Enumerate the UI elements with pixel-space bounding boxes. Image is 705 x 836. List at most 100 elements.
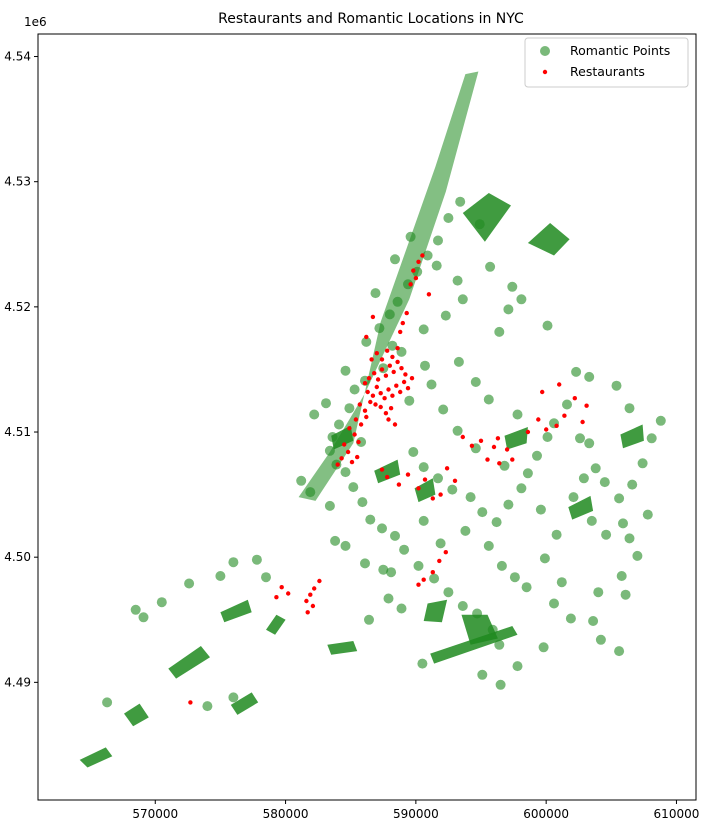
- romantic-point: [390, 530, 400, 541]
- romantic-point: [215, 571, 226, 581]
- romantic-point: [485, 261, 496, 272]
- romantic-point: [551, 529, 562, 540]
- romantic-point: [571, 366, 582, 377]
- romantic-point: [507, 281, 518, 292]
- restaurant-point: [378, 391, 383, 396]
- romantic-point: [334, 419, 344, 430]
- plot-frame: [37, 33, 697, 801]
- romantic-point: [542, 432, 553, 442]
- restaurant-point: [352, 432, 357, 437]
- restaurant-point: [386, 387, 391, 392]
- park-shape: [79, 747, 113, 768]
- restaurant-point: [342, 442, 347, 447]
- restaurant-point: [308, 592, 313, 597]
- restaurant-point: [438, 492, 443, 497]
- romantic-point: [496, 560, 507, 571]
- restaurant-point: [369, 357, 374, 362]
- romantic-point: [348, 482, 359, 493]
- romantic-point: [378, 564, 389, 575]
- romantic-point: [624, 403, 635, 414]
- restaurant-point: [372, 371, 377, 376]
- romantic-point: [377, 523, 387, 534]
- legend: Romantic Points Restaurants: [524, 37, 689, 88]
- romantic-point: [228, 692, 239, 703]
- restaurant-point: [562, 413, 567, 418]
- x-tick-label: 570000: [132, 807, 178, 821]
- romantic-point: [364, 614, 374, 625]
- romantic-point: [491, 517, 502, 528]
- romantic-point: [420, 360, 430, 371]
- romantic-point: [429, 573, 440, 584]
- y-tick-label: 4.54: [4, 50, 31, 64]
- romantic-point: [349, 384, 360, 395]
- romantic-point: [614, 493, 625, 504]
- romantic-point: [261, 572, 271, 583]
- romantic-point: [340, 365, 351, 376]
- romantic-point: [390, 254, 400, 265]
- romantic-point: [620, 589, 631, 600]
- y-tick-label: 4.52: [4, 300, 31, 314]
- y-offset-label: 1e6: [24, 15, 47, 29]
- romantic-point: [357, 497, 368, 508]
- park-shape: [230, 692, 259, 715]
- romantic-point: [535, 504, 546, 515]
- park-shape: [327, 641, 358, 655]
- restaurant-point: [188, 700, 193, 705]
- romantic-point: [503, 499, 514, 510]
- romantic-point: [593, 587, 604, 598]
- romantic-point: [499, 460, 510, 471]
- romantic-point: [509, 572, 520, 583]
- romantic-point: [457, 601, 468, 611]
- park-shape: [527, 223, 570, 256]
- restaurant-point: [387, 363, 392, 368]
- restaurant-point: [355, 454, 360, 460]
- restaurant-point: [405, 472, 411, 477]
- romantic-point: [418, 324, 429, 335]
- restaurant-point: [411, 268, 416, 273]
- parks-layer: [79, 71, 644, 768]
- romantic-point: [590, 463, 601, 474]
- romantic-point: [595, 634, 606, 645]
- restaurant-point: [335, 462, 340, 467]
- romantic-point: [455, 196, 466, 207]
- legend-box: [524, 37, 689, 88]
- restaurant-point: [390, 393, 395, 398]
- romantic-point: [356, 437, 367, 447]
- romantic-point: [309, 409, 320, 420]
- y-tick-label: 4.49: [4, 675, 31, 689]
- romantic-point: [549, 598, 559, 609]
- restaurant-point: [386, 417, 391, 422]
- romantic-point: [327, 432, 338, 442]
- park-shape: [298, 71, 479, 501]
- restaurant-point: [382, 396, 387, 401]
- restaurant-point: [304, 598, 309, 604]
- restaurant-point: [370, 393, 376, 398]
- romantic-point: [138, 612, 149, 623]
- romantic-point: [433, 235, 443, 246]
- romantic-point: [584, 371, 595, 382]
- romantic-point: [512, 661, 523, 672]
- y-tick-label: 4.50: [4, 550, 31, 564]
- park-shape: [423, 599, 448, 623]
- romantic-point: [330, 535, 341, 546]
- park-shape: [220, 599, 252, 623]
- park-shape: [504, 427, 528, 450]
- restaurant-point: [495, 436, 501, 441]
- restaurant-point: [349, 459, 355, 465]
- romantic-point: [426, 379, 437, 390]
- park-shape: [124, 703, 149, 727]
- restaurant-point: [373, 402, 378, 407]
- romantic-point: [184, 578, 195, 589]
- park-shape: [414, 478, 436, 503]
- romantic-point: [433, 473, 443, 484]
- romantic-point: [361, 336, 372, 347]
- romantic-point: [365, 514, 376, 525]
- romantic-point: [516, 483, 527, 494]
- romantic-point: [360, 558, 370, 569]
- romantic-point: [399, 544, 410, 555]
- romantic-point: [472, 608, 483, 619]
- restaurant-point: [365, 389, 370, 395]
- restaurant-point: [444, 466, 450, 471]
- romantic-point: [624, 533, 635, 544]
- restaurant-point: [409, 376, 415, 381]
